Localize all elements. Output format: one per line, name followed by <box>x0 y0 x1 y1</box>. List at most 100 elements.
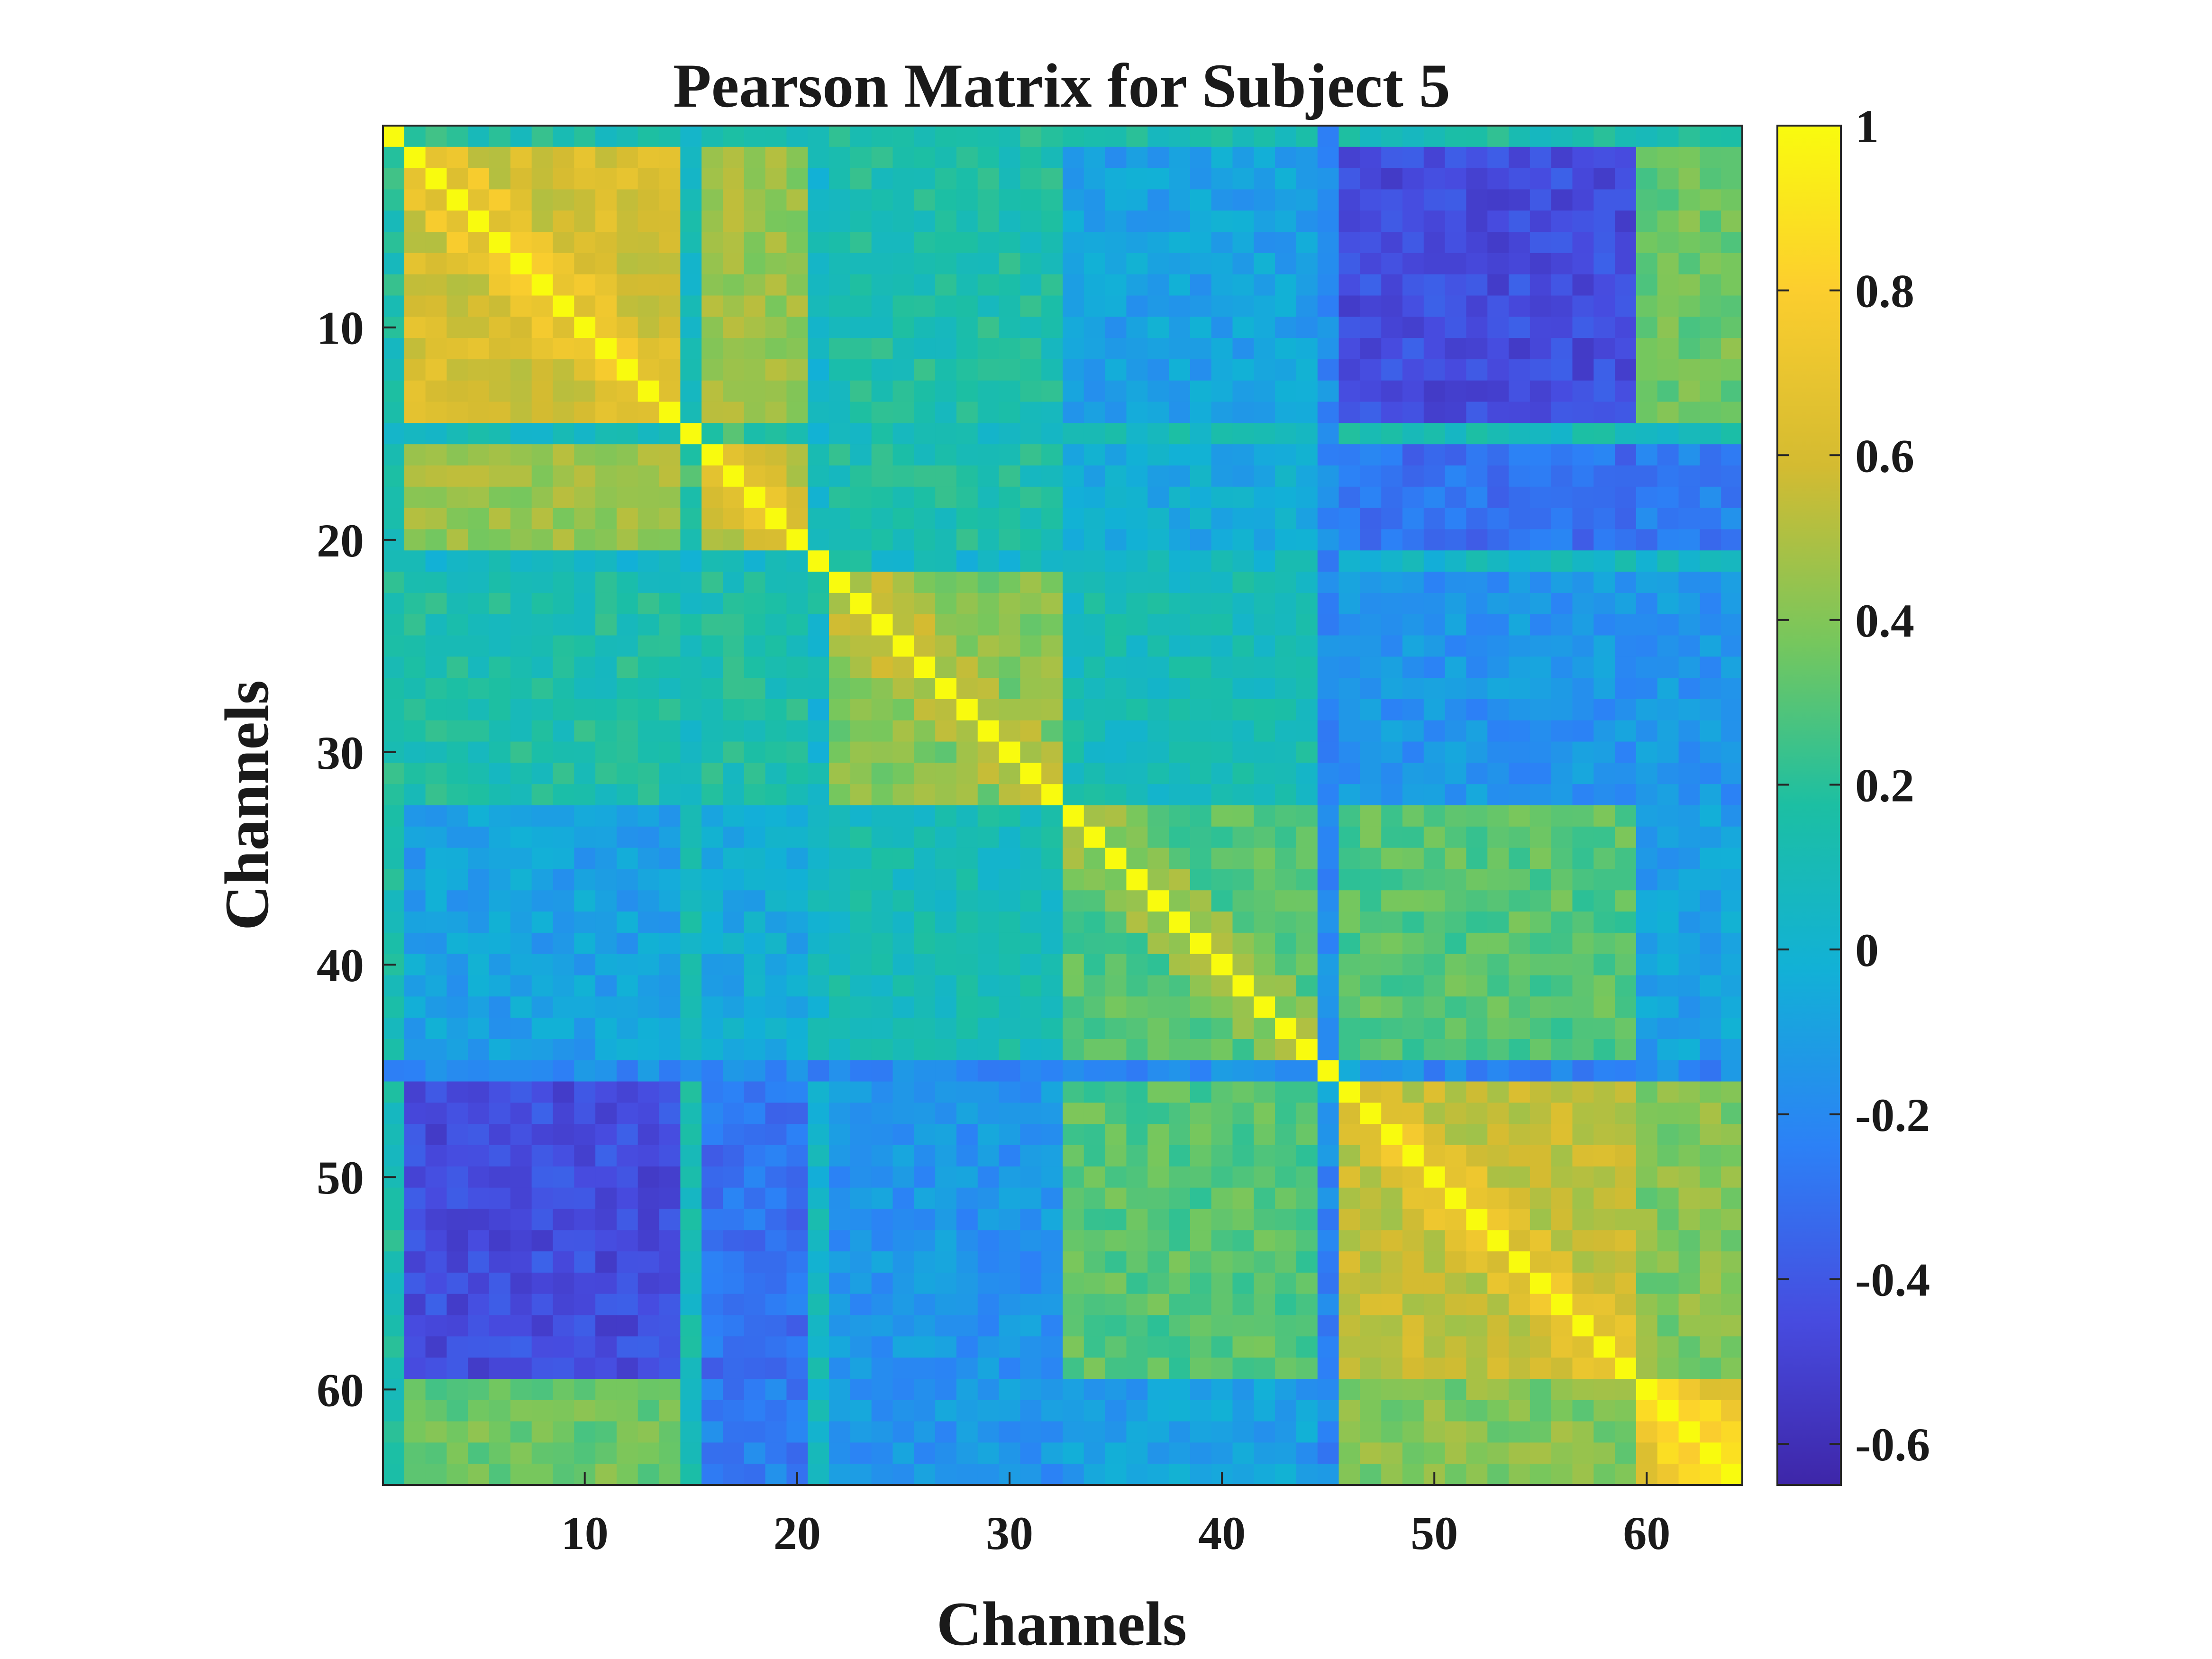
heatmap-cell <box>1678 508 1700 530</box>
heatmap-cell <box>1593 465 1615 487</box>
heatmap-cell <box>1509 1336 1530 1358</box>
heatmap-cell <box>383 168 405 190</box>
heatmap-cell <box>637 1378 660 1401</box>
heatmap-cell <box>1296 954 1318 976</box>
heatmap-cell <box>616 1081 638 1103</box>
heatmap-cell <box>446 869 468 891</box>
heatmap-cell <box>1063 1251 1084 1273</box>
heatmap-cell <box>1381 232 1403 254</box>
heatmap-cell <box>1338 656 1360 678</box>
heatmap-cell <box>680 168 702 190</box>
heatmap-cell <box>892 253 914 275</box>
heatmap-cell <box>595 912 617 933</box>
heatmap-cell <box>1190 932 1212 955</box>
heatmap-cell <box>446 1209 468 1231</box>
heatmap-cell <box>1063 232 1084 254</box>
heatmap-cell <box>595 678 617 700</box>
heatmap-cell <box>701 1294 723 1316</box>
heatmap-cell <box>468 1294 490 1316</box>
heatmap-cell <box>616 848 638 870</box>
heatmap-cell <box>808 423 829 445</box>
heatmap-cell <box>1169 168 1191 190</box>
heatmap-cell <box>1147 572 1169 593</box>
heatmap-cell <box>1254 444 1275 466</box>
heatmap-cell <box>1147 508 1169 530</box>
heatmap-cell <box>744 869 766 891</box>
heatmap-cell <box>892 1230 914 1252</box>
heatmap-cell <box>1190 146 1212 169</box>
heatmap-cell <box>1551 572 1573 593</box>
heatmap-cell <box>383 232 405 254</box>
heatmap-cell <box>1721 848 1743 870</box>
heatmap-cell <box>1190 423 1212 445</box>
heatmap-cell <box>1275 1251 1297 1273</box>
heatmap-cell <box>1487 741 1509 763</box>
heatmap-cell <box>829 1272 851 1294</box>
heatmap-cell <box>1615 1315 1637 1337</box>
heatmap-cell <box>446 614 468 636</box>
heatmap-cell <box>850 890 872 912</box>
heatmap-cell <box>1232 168 1254 190</box>
heatmap-cell <box>786 444 808 466</box>
heatmap-cell <box>468 805 490 827</box>
heatmap-cell <box>1721 380 1743 402</box>
heatmap-cell <box>489 1124 511 1146</box>
heatmap-cell <box>1678 1272 1700 1294</box>
heatmap-cell <box>404 253 426 275</box>
heatmap-cell <box>659 869 681 891</box>
heatmap-cell <box>1338 848 1360 870</box>
heatmap-cell <box>1147 444 1169 466</box>
heatmap-cell <box>1593 763 1615 784</box>
heatmap-cell <box>680 253 702 275</box>
heatmap-cell <box>574 1018 596 1039</box>
heatmap-cell <box>1381 805 1403 827</box>
heatmap-cell <box>1700 444 1721 466</box>
heatmap-cell <box>659 423 681 445</box>
heatmap-cell <box>1211 592 1233 615</box>
heatmap-cell <box>808 1464 829 1486</box>
heatmap-cell <box>1551 1442 1573 1464</box>
heatmap-cell <box>1147 1358 1169 1379</box>
heatmap-cell <box>659 146 681 169</box>
heatmap-cell <box>1445 763 1467 784</box>
heatmap-cell <box>1254 338 1275 360</box>
heatmap-cell <box>1466 699 1488 721</box>
heatmap-cell <box>1551 380 1573 402</box>
heatmap-cell <box>1147 1272 1169 1294</box>
heatmap-cell <box>701 699 723 721</box>
heatmap-cell <box>1296 1421 1318 1443</box>
heatmap-cell <box>1020 338 1042 360</box>
heatmap-cell <box>1083 168 1106 190</box>
heatmap-cell <box>1338 1400 1360 1422</box>
heatmap-cell <box>1126 1209 1148 1231</box>
heatmap-cell <box>446 1166 468 1188</box>
heatmap-cell <box>1169 529 1191 551</box>
heatmap-cell <box>1657 1209 1679 1231</box>
heatmap-cell <box>446 741 468 763</box>
heatmap-cell <box>1466 826 1488 848</box>
heatmap-cell <box>1275 380 1297 402</box>
heatmap-cell <box>808 1060 829 1082</box>
heatmap-cell <box>1296 699 1318 721</box>
heatmap-cell <box>489 1442 511 1464</box>
heatmap-cell <box>1529 1251 1552 1273</box>
heatmap-cell <box>1509 465 1530 487</box>
heatmap-cells <box>383 126 1743 1486</box>
heatmap-cell <box>616 146 638 169</box>
heatmap-cell <box>616 295 638 317</box>
heatmap-cell <box>1147 1039 1169 1061</box>
heatmap-cell <box>1381 656 1403 678</box>
heatmap-cell <box>786 1039 808 1061</box>
heatmap-cell <box>1551 508 1573 530</box>
heatmap-cell <box>637 869 660 891</box>
heatmap-cell <box>1232 890 1254 912</box>
heatmap-cell <box>1572 656 1594 678</box>
heatmap-cell <box>446 317 468 338</box>
heatmap-cell <box>914 1145 936 1167</box>
heatmap-cell <box>1657 1272 1679 1294</box>
heatmap-cell <box>468 890 490 912</box>
heatmap-cell <box>1445 996 1467 1018</box>
heatmap-cell <box>892 656 914 678</box>
heatmap-cell <box>680 1251 702 1273</box>
